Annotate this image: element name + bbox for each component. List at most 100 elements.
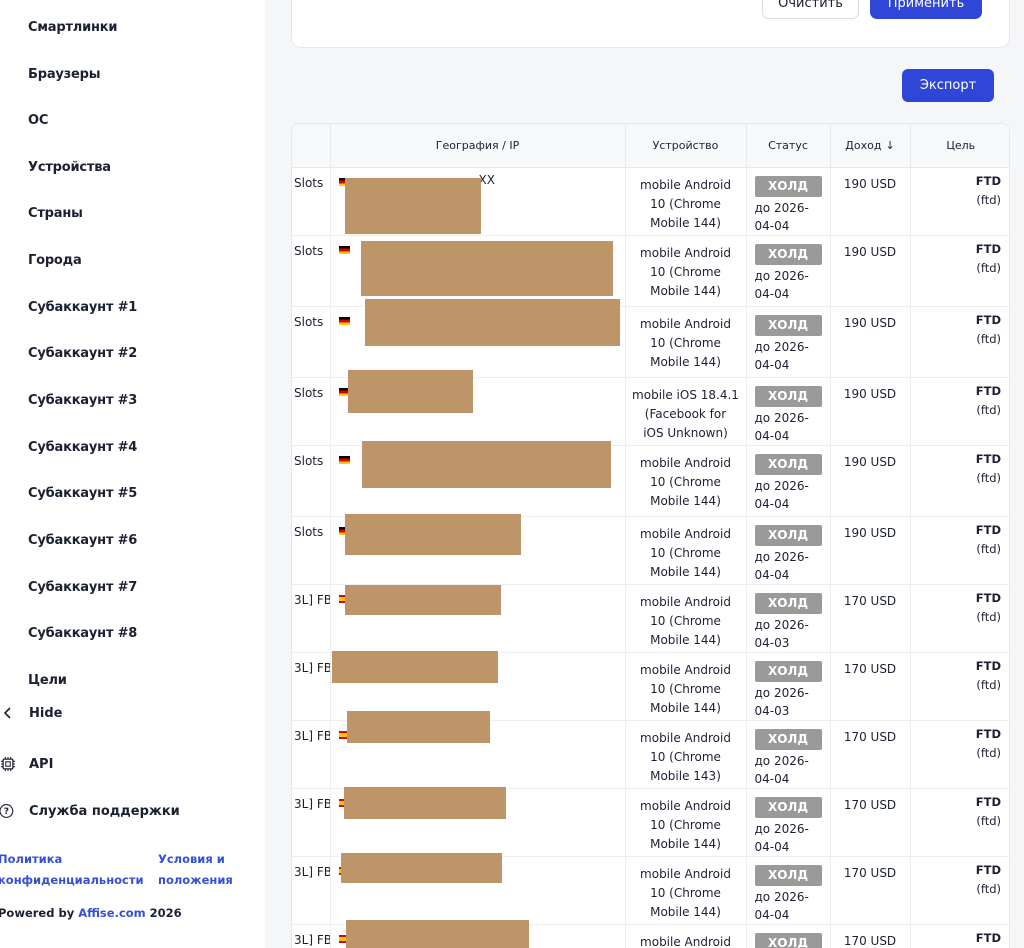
table-row[interactable]: Slots mobile Android 10 (Chrome Mobile 144)… <box>292 513 1009 584</box>
goal-cell: FTD (ftd) <box>910 235 1009 306</box>
redacted-block <box>360 240 613 296</box>
table-row[interactable]: Slots XX mobile Android 10 (Chrome Mobile 14… <box>292 167 1009 235</box>
device-line-3: Mobile 144) <box>650 354 721 369</box>
sidebar-item-browsers[interactable]: Браузеры <box>28 67 101 82</box>
clear-filters-button[interactable]: Очистить <box>762 0 859 19</box>
sidebar-item-devices[interactable]: Устройства <box>28 160 111 175</box>
goal-name: FTD <box>975 590 1001 605</box>
goal-cell: FTD (ftd) <box>910 516 1009 584</box>
apply-filters-button[interactable]: Применить <box>870 0 982 19</box>
sidebar-item-cities[interactable]: Города <box>28 253 82 268</box>
goal-cell: FTD (ftd) <box>910 306 1009 377</box>
api-link[interactable]: API <box>0 753 100 775</box>
sidebar-item-goals[interactable]: Цели <box>28 673 67 688</box>
income-cell: 190 USD <box>830 516 911 584</box>
device-line-2: (Facebook for <box>644 406 727 421</box>
hold-until-date: 04-03 <box>754 703 790 718</box>
sidebar-item-subaccount-5[interactable]: Субаккаунт #5 <box>28 486 138 501</box>
flag-de-icon <box>338 387 350 396</box>
svg-text:?: ? <box>4 807 9 817</box>
income-cell: 170 USD <box>830 652 911 720</box>
sidebar: Смартлинки Браузеры ОС Устройства Страны… <box>0 0 265 948</box>
status-cell: ХОЛД до 2026- 04-04 <box>746 516 831 584</box>
export-button[interactable]: Экспорт <box>902 69 994 102</box>
geo-cell <box>330 369 626 445</box>
device-line-2: 10 (Chrome <box>650 335 721 350</box>
sidebar-item-smartlinks[interactable]: Смартлинки <box>28 20 118 35</box>
income-cell: 170 USD <box>830 788 911 856</box>
device-line-3: Mobile 144) <box>650 215 721 230</box>
hold-until-date: 04-04 <box>754 567 790 582</box>
status-badge: ХОЛД <box>754 660 822 682</box>
device-line-3: Mobile 144) <box>650 836 721 851</box>
table-row[interactable]: Slots mobile Android 10 (Chrome Mobile 144)… <box>292 298 1009 377</box>
device-line-1: mobile Android <box>640 177 731 192</box>
goal-cell: FTD (ftd) <box>910 584 1009 652</box>
device-line-3: Mobile 144) <box>650 700 721 715</box>
hide-label: Hide <box>29 705 63 721</box>
sidebar-item-subaccount-1[interactable]: Субаккаунт #1 <box>28 300 138 315</box>
table-row[interactable]: Slots mobile iOS 18.4.1 (Facebook for iOS U… <box>292 369 1009 445</box>
support-link[interactable]: ? Служба поддержки <box>0 800 180 822</box>
offer-cell: Slots <box>292 306 331 377</box>
offer-cell: 3L] FB <box>292 856 331 924</box>
income-cell: 170 USD <box>830 924 911 948</box>
device-line-2: 10 (Chrome <box>650 613 721 628</box>
sidebar-item-countries[interactable]: Страны <box>28 206 83 221</box>
api-label: API <box>29 756 54 772</box>
device-line-3: Mobile 144) <box>650 283 721 298</box>
redacted-block <box>346 710 490 743</box>
income-cell: 190 USD <box>830 235 911 306</box>
device-line-1: mobile Android <box>640 662 731 677</box>
affise-link[interactable]: Affise.com <box>78 906 146 920</box>
sidebar-item-subaccount-6[interactable]: Субаккаунт #6 <box>28 533 138 548</box>
sidebar-item-subaccount-3[interactable]: Субаккаунт #3 <box>28 393 138 408</box>
offer-cell: 3L] FB <box>292 652 331 720</box>
goal-code: (ftd) <box>976 260 1001 275</box>
device-line-1: mobile iOS 18.4.1 <box>632 387 739 402</box>
main-content: Очистить Применить Экспорт География / I… <box>265 0 1024 948</box>
sidebar-item-os[interactable]: ОС <box>28 113 49 128</box>
goal-cell: FTD (ftd) <box>910 856 1009 924</box>
header-device[interactable]: Устройство <box>625 124 747 168</box>
status-cell: ХОЛД до 2026- 04-04 <box>746 720 831 788</box>
sidebar-item-subaccount-8[interactable]: Субаккаунт #8 <box>28 626 138 641</box>
sidebar-item-subaccount-2[interactable]: Субаккаунт #2 <box>28 346 138 361</box>
redacted-block <box>364 298 620 346</box>
chip-icon <box>0 756 16 772</box>
header-goal[interactable]: Цель <box>910 124 1009 168</box>
header-geo[interactable]: География / IP <box>330 124 626 168</box>
goal-code: (ftd) <box>976 470 1001 485</box>
header-income[interactable]: Доход ↓ <box>830 124 911 168</box>
terms-link[interactable]: Условия и положения <box>158 849 233 891</box>
goal-code: (ftd) <box>976 541 1001 556</box>
hide-sidebar-button[interactable]: Hide <box>0 702 100 724</box>
sidebar-item-subaccount-7[interactable]: Субаккаунт #7 <box>28 580 138 595</box>
device-line-3: Mobile 143) <box>650 768 721 783</box>
device-line-1: mobile Android <box>640 594 731 609</box>
table-row[interactable]: 3L] FB mobile Android 10 (Chrome Mobile 143… <box>292 710 1009 788</box>
geo-cell <box>330 710 626 788</box>
income-cell: 170 USD <box>830 584 911 652</box>
geo-cell <box>330 298 626 377</box>
privacy-policy-link[interactable]: Политика конфиденциальности <box>0 849 144 891</box>
device-line-1: mobile Android <box>640 316 731 331</box>
offer-cell: 3L] FB <box>292 788 331 856</box>
table-row[interactable]: Slots mobile Android 10 (Chrome Mobile 144)… <box>292 235 1009 306</box>
goal-cell: FTD (ftd) <box>910 720 1009 788</box>
hold-until-prefix: до 2026- <box>754 821 809 836</box>
sidebar-item-subaccount-4[interactable]: Субаккаунт #4 <box>28 440 138 455</box>
device-line-3: iOS Unknown) <box>643 425 728 440</box>
goal-name: FTD <box>975 794 1001 809</box>
hold-until-prefix: до 2026- <box>754 268 809 283</box>
table-row[interactable]: Slots mobile Android 10 (Chrome Mobile 144)… <box>292 440 1009 516</box>
redacted-block <box>331 650 498 683</box>
header-status[interactable]: Статус <box>746 124 831 168</box>
